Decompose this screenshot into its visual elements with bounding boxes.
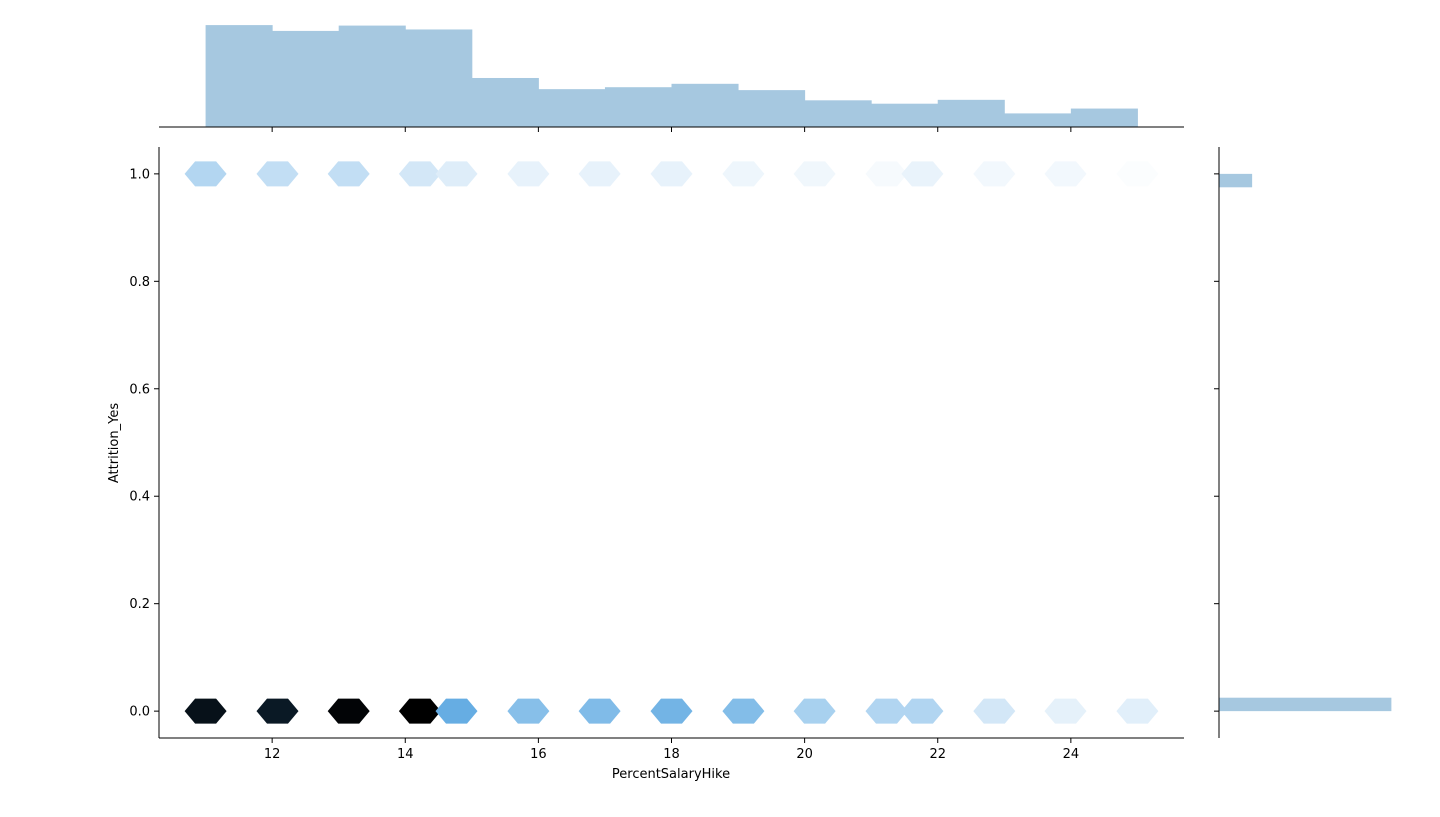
- marginal-x-bar: [738, 90, 806, 127]
- marginal-x-bar: [871, 103, 939, 127]
- hexbin-plot-area: [184, 161, 1159, 724]
- hexbin-cell: [184, 698, 227, 724]
- axes: 12 14 16 18 20 22 24 0.0 0.2 0.4 0.6 0.8 1.0: [129, 127, 1219, 762]
- hexbin-cell: [722, 698, 765, 724]
- x-tick-label: 24: [1063, 747, 1080, 762]
- marginal-x-bar: [804, 100, 872, 127]
- hexbin-cell: [1044, 161, 1087, 187]
- hexbin-cell: [398, 161, 441, 187]
- hexbin-cell: [793, 161, 836, 187]
- y-tick-label: 0.0: [129, 705, 150, 720]
- marginal-x-bar: [405, 29, 473, 127]
- hexbin-cell: [865, 161, 908, 187]
- hexbin-cell: [865, 698, 908, 724]
- hexbin-cell: [793, 698, 836, 724]
- hexbin-cell: [650, 698, 693, 724]
- hexbin-cell: [650, 161, 693, 187]
- marginal-x-bar: [338, 25, 406, 128]
- marginal-x-bar: [937, 99, 1005, 127]
- hexbin-cell: [1116, 698, 1159, 724]
- marginal-x-bar: [1070, 108, 1138, 127]
- hexbin-cell: [722, 161, 765, 187]
- hexbin-cell: [578, 161, 621, 187]
- x-tick-label: 12: [264, 747, 281, 762]
- marginal-y-histogram: [1218, 147, 1392, 738]
- hexbin-cell: [256, 698, 299, 724]
- y-tick-label: 0.8: [129, 275, 150, 290]
- marginal-y-bar: [1219, 697, 1392, 712]
- hexbin-cell: [973, 698, 1016, 724]
- y-axis-label: Attrition_Yes: [107, 403, 122, 483]
- x-tick-label: 18: [663, 747, 680, 762]
- x-tick-label: 22: [929, 747, 946, 762]
- y-tick-label: 0.2: [129, 597, 150, 612]
- hexbin-cell: [327, 698, 370, 724]
- marginal-x-histogram: [159, 25, 1184, 128]
- hexbin-cell: [184, 161, 227, 187]
- marginal-x-bar: [538, 89, 606, 127]
- marginal-x-bar: [471, 77, 539, 127]
- marginal-x-bar: [205, 25, 273, 127]
- marginal-y-bar: [1219, 173, 1253, 188]
- hexbin-cell: [973, 161, 1016, 187]
- hexbin-cell: [435, 161, 478, 187]
- hexbin-cell: [435, 698, 478, 724]
- x-tick-label: 16: [530, 747, 547, 762]
- y-tick-label: 1.0: [129, 167, 150, 182]
- hexbin-cell: [256, 161, 299, 187]
- y-tick-label: 0.4: [129, 490, 150, 505]
- hexbin-cell: [398, 698, 441, 724]
- hexbin-cell: [901, 161, 944, 187]
- hexbin-cell: [1116, 161, 1159, 187]
- marginal-x-bar: [1004, 113, 1072, 127]
- hexbin-cell: [507, 698, 550, 724]
- marginal-x-bar: [604, 87, 672, 127]
- marginal-x-bar: [272, 30, 340, 128]
- hexbin-cell: [507, 161, 550, 187]
- x-tick-label: 14: [397, 747, 414, 762]
- hexbin-cell: [578, 698, 621, 724]
- x-tick-label: 20: [796, 747, 813, 762]
- y-tick-label: 0.6: [129, 382, 150, 397]
- hexbin-cell: [901, 698, 944, 724]
- hexbin-cell: [327, 161, 370, 187]
- hexbin-cell: [1044, 698, 1087, 724]
- marginal-x-bar: [671, 83, 739, 127]
- x-axis-label: PercentSalaryHike: [612, 767, 730, 782]
